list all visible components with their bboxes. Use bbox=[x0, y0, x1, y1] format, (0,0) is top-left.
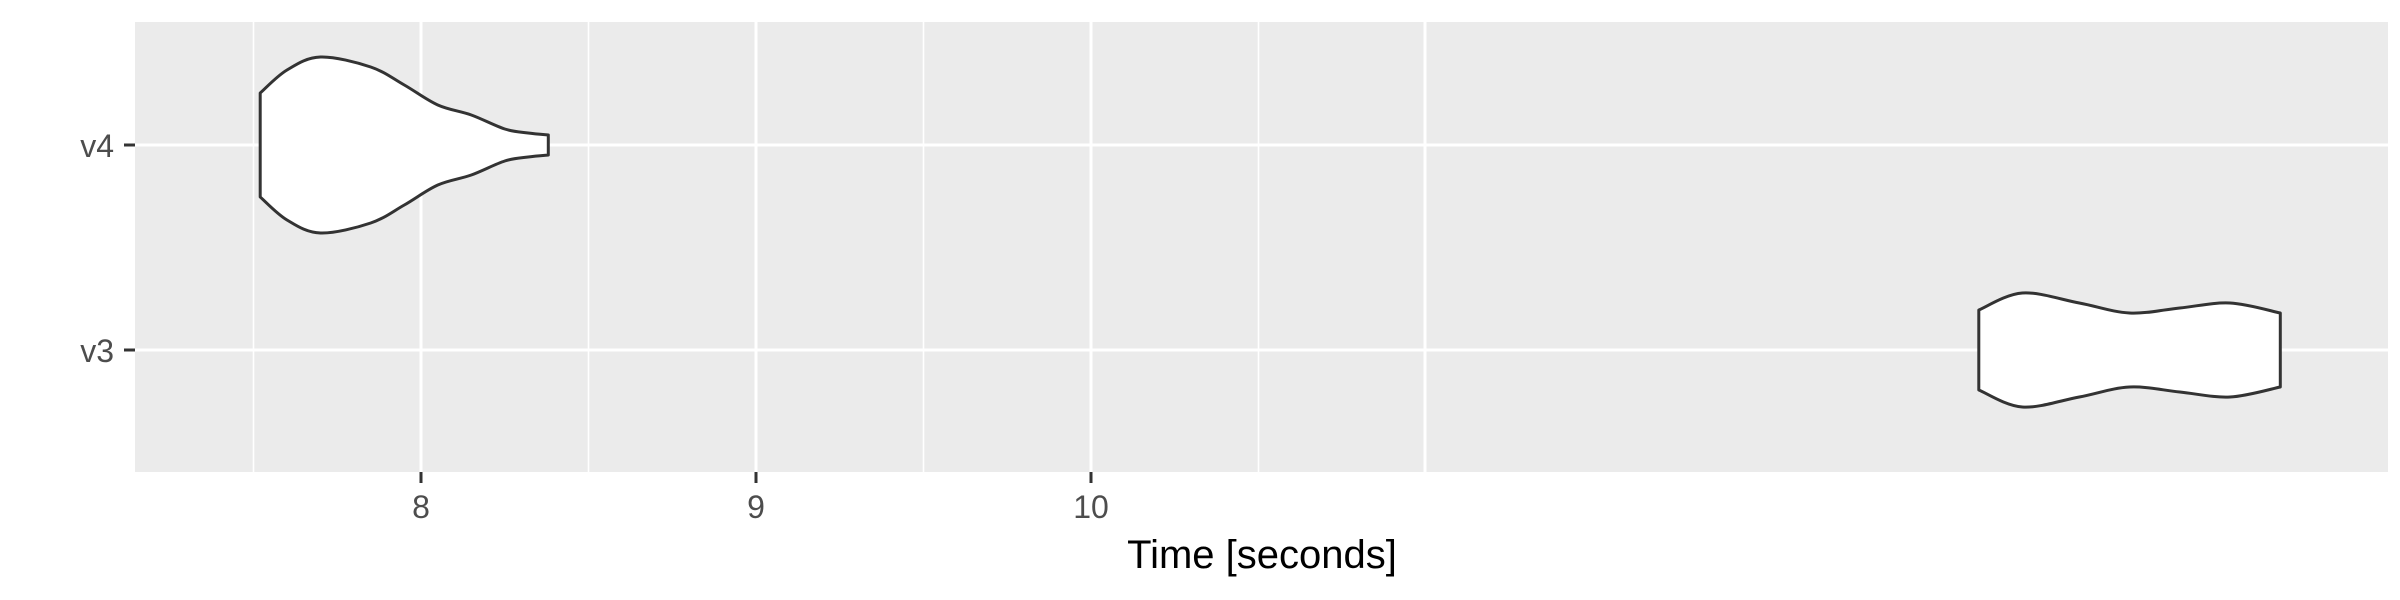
x-axis-title: Time [seconds] bbox=[1127, 533, 1397, 577]
x-tick-label: 9 bbox=[747, 489, 765, 525]
violin-v4 bbox=[258, 55, 550, 235]
violins bbox=[258, 55, 2282, 409]
y-tick-label: v3 bbox=[80, 333, 114, 369]
x-tick-label: 8 bbox=[412, 489, 430, 525]
y-tick-label: v4 bbox=[80, 128, 114, 164]
minor-grid bbox=[252, 22, 1260, 472]
y-axis: v4 v3 bbox=[80, 128, 135, 369]
x-tick-label: 10 bbox=[1073, 489, 1109, 525]
violin-v3 bbox=[1977, 291, 2282, 409]
x-axis: 8 9 10 bbox=[412, 472, 1109, 525]
